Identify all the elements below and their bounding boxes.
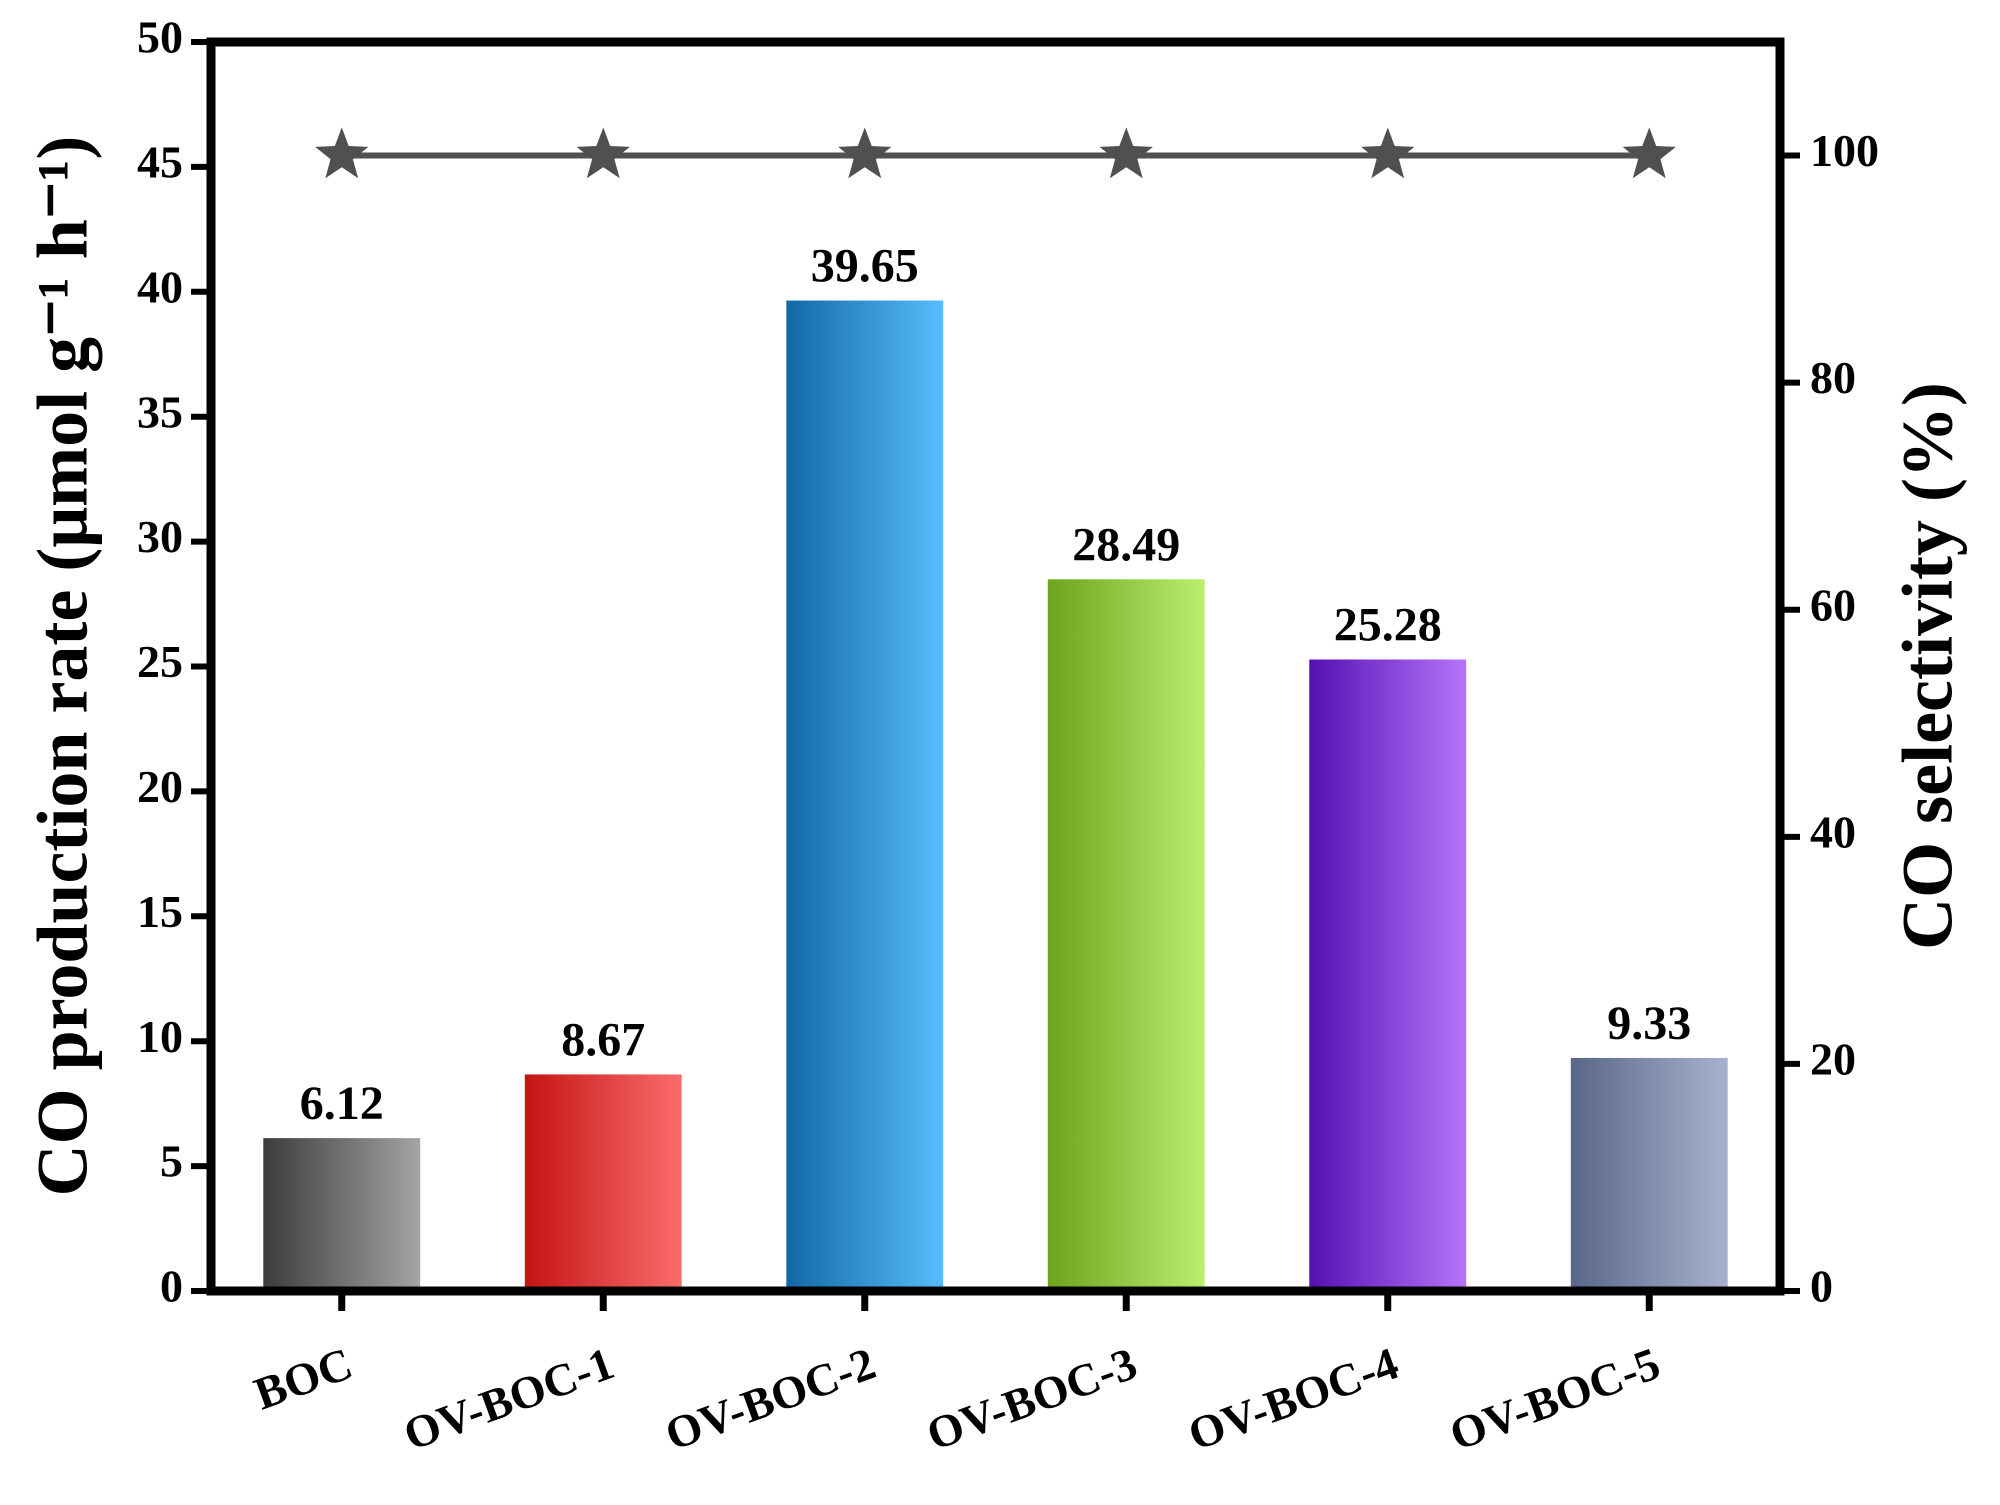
y-tick-label: 5 [160, 1136, 183, 1187]
selectivity-marker [1622, 127, 1676, 179]
y2-tick-label: 0 [1810, 1261, 1833, 1312]
y-tick-label: 45 [137, 136, 183, 187]
selectivity-marker [1099, 127, 1153, 179]
y-tick-label: 30 [137, 511, 183, 562]
y-axis-title: CO production rate (μmol g⁻¹ h⁻¹) [23, 136, 103, 1197]
y2-axis-title: CO selectivity (%) [1888, 382, 1968, 950]
x-tick-label: OV-BOC-2 [659, 1337, 882, 1460]
y-tick-label: 15 [137, 886, 183, 937]
x-tick-label: OV-BOC-1 [397, 1337, 620, 1460]
bar [524, 1074, 682, 1291]
y-tick-label: 20 [137, 761, 183, 812]
x-tick-label: OV-BOC-3 [920, 1337, 1143, 1460]
y-tick-label: 25 [137, 636, 183, 687]
selectivity-marker [1361, 127, 1415, 179]
bar [1047, 579, 1205, 1291]
y-tick-label: 40 [137, 261, 183, 312]
value-label: 39.65 [811, 240, 919, 293]
value-label: 8.67 [561, 1013, 645, 1066]
y-tick-label: 0 [160, 1261, 183, 1312]
y-tick-label: 35 [137, 386, 183, 437]
x-tick-label: OV-BOC-4 [1182, 1337, 1405, 1460]
selectivity-marker [315, 127, 369, 179]
y2-tick-label: 40 [1810, 806, 1856, 857]
value-label: 9.33 [1607, 997, 1691, 1050]
bar [263, 1138, 421, 1291]
plot-frame [206, 37, 1785, 1296]
bar [1570, 1057, 1728, 1291]
value-label: 28.49 [1072, 518, 1180, 571]
y-tick-label: 10 [137, 1011, 183, 1062]
value-label: 25.28 [1334, 599, 1442, 652]
y-tick-label: 50 [137, 12, 183, 63]
y2-tick-label: 80 [1810, 352, 1856, 403]
bar [786, 300, 944, 1292]
y2-tick-label: 100 [1810, 125, 1879, 176]
value-label: 6.12 [300, 1077, 384, 1130]
selectivity-marker [576, 127, 630, 179]
y2-tick-label: 60 [1810, 579, 1856, 630]
x-tick-label: OV-BOC-5 [1443, 1337, 1666, 1460]
bar [1309, 659, 1467, 1291]
x-tick-label: BOC [248, 1337, 359, 1419]
selectivity-marker [838, 127, 892, 179]
y2-tick-label: 20 [1810, 1033, 1856, 1084]
